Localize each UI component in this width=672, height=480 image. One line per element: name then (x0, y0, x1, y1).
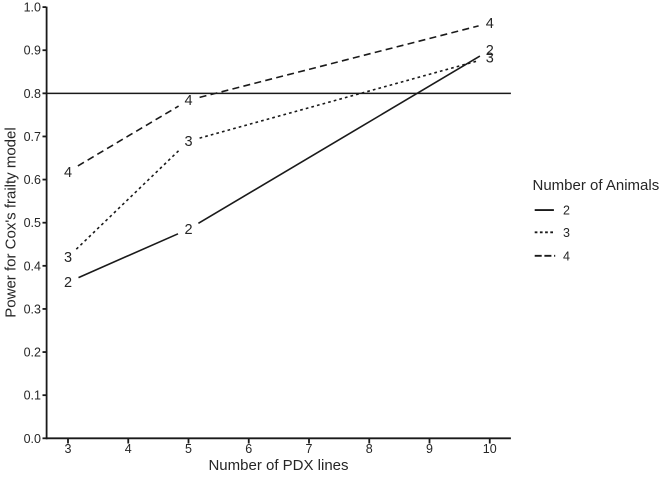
svg-text:5: 5 (185, 442, 192, 456)
svg-text:2: 2 (486, 43, 494, 59)
svg-text:4: 4 (64, 165, 72, 181)
svg-text:9: 9 (426, 442, 433, 456)
svg-text:0.5: 0.5 (24, 216, 41, 230)
svg-text:0.1: 0.1 (24, 389, 41, 403)
svg-text:0.9: 0.9 (24, 44, 41, 58)
svg-text:4: 4 (184, 93, 192, 109)
svg-text:4: 4 (486, 16, 494, 32)
svg-text:1.0: 1.0 (24, 1, 41, 15)
svg-text:0.2: 0.2 (24, 346, 41, 360)
svg-text:3: 3 (65, 442, 72, 456)
svg-text:Number of PDX lines: Number of PDX lines (208, 457, 348, 474)
svg-text:2: 2 (64, 275, 72, 291)
svg-text:8: 8 (366, 442, 373, 456)
svg-text:0.6: 0.6 (24, 173, 41, 187)
svg-text:0.4: 0.4 (24, 259, 41, 273)
svg-text:10: 10 (483, 442, 497, 456)
svg-text:2: 2 (563, 204, 570, 218)
svg-text:4: 4 (125, 442, 132, 456)
svg-text:6: 6 (245, 442, 252, 456)
svg-text:Power for Cox's frailty model: Power for Cox's frailty model (3, 127, 20, 317)
svg-text:3: 3 (563, 226, 570, 240)
svg-text:0.3: 0.3 (24, 302, 41, 316)
svg-text:7: 7 (306, 442, 313, 456)
svg-text:3: 3 (486, 51, 494, 67)
svg-text:3: 3 (64, 250, 72, 266)
svg-text:2: 2 (184, 222, 192, 238)
svg-text:4: 4 (563, 249, 570, 263)
svg-text:0.0: 0.0 (24, 432, 41, 446)
svg-text:0.8: 0.8 (24, 87, 41, 101)
svg-text:0.7: 0.7 (24, 130, 41, 144)
svg-text:3: 3 (184, 134, 192, 150)
svg-text:Number of Animals: Number of Animals (533, 177, 660, 194)
